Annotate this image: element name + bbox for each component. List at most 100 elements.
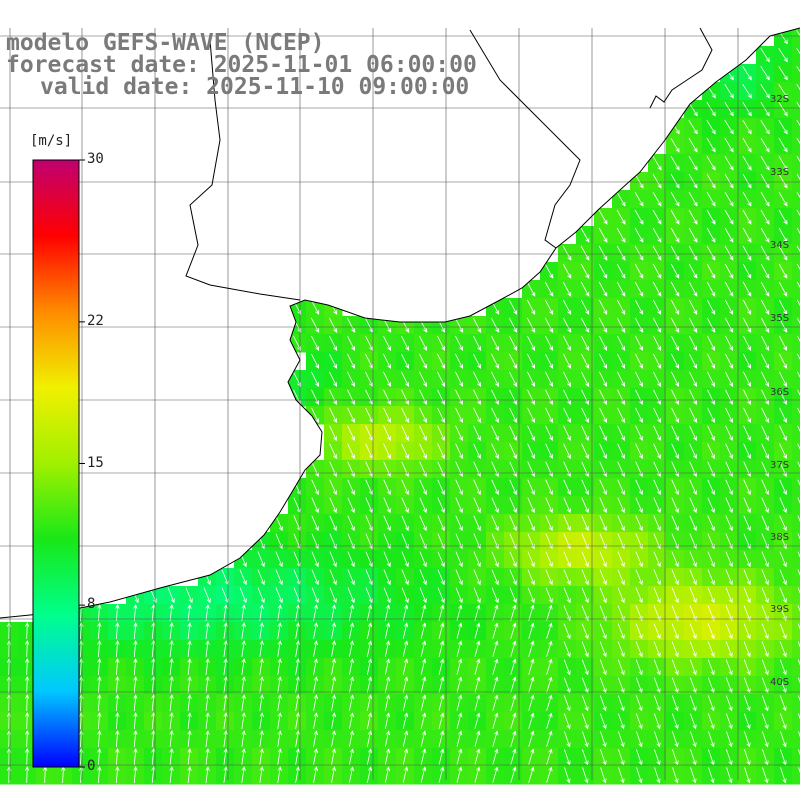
wind-arrow <box>420 694 427 711</box>
wind-arrow <box>563 713 571 730</box>
wind-arrow <box>599 713 607 730</box>
wind-arrow <box>562 263 572 279</box>
wind-arrow <box>724 119 734 135</box>
wind-arrow <box>670 209 680 225</box>
wind-arrow <box>598 227 608 243</box>
wind-arrow <box>79 676 84 694</box>
wind-arrow <box>797 425 800 432</box>
wind-arrow <box>798 767 800 774</box>
wind-arrow <box>455 425 463 442</box>
wind-arrow <box>634 299 644 315</box>
wind-arrow <box>564 731 571 748</box>
wind-arrow <box>257 569 265 586</box>
wind-arrow <box>491 497 499 514</box>
wind-arrow <box>401 497 409 514</box>
wind-arrow <box>6 730 12 748</box>
wind-arrow <box>779 713 787 730</box>
wind-arrow <box>313 658 318 675</box>
wind-arrow <box>761 497 769 514</box>
wind-arrow <box>295 766 300 783</box>
wind-arrow <box>689 695 697 712</box>
wind-arrow <box>671 389 679 405</box>
wind-arrow <box>672 749 679 766</box>
wind-arrow <box>528 658 535 675</box>
wind-arrow <box>797 515 800 522</box>
wind-arrow <box>725 443 733 460</box>
wind-arrow <box>725 695 733 712</box>
wind-arrow <box>707 497 715 514</box>
wind-arrow <box>545 515 553 532</box>
wind-arrow <box>97 712 102 730</box>
wind-arrow <box>654 749 661 766</box>
wind-arrow <box>241 658 246 675</box>
wind-arrow <box>257 587 265 604</box>
wind-arrow <box>599 389 607 405</box>
wind-arrow <box>618 749 625 766</box>
wind-arrow <box>653 371 661 387</box>
wind-arrow <box>6 766 12 784</box>
wind-arrow <box>617 407 625 423</box>
wind-arrow <box>527 335 535 351</box>
wind-arrow <box>563 551 571 568</box>
wind-arrow <box>24 622 30 640</box>
wind-arrow <box>724 317 734 333</box>
wind-arrow <box>419 389 427 405</box>
wind-arrow <box>582 767 589 784</box>
wind-arrow <box>599 641 607 658</box>
wind-arrow <box>365 497 373 514</box>
wind-arrow <box>796 317 800 324</box>
wind-arrow <box>527 371 535 387</box>
wind-arrow <box>329 371 337 387</box>
wind-arrow <box>779 695 787 712</box>
colorbar <box>32 159 85 768</box>
wind-arrow <box>365 353 373 369</box>
wind-arrow <box>690 749 697 766</box>
wind-arrow <box>671 695 679 712</box>
wind-cell <box>792 532 800 551</box>
wind-arrow <box>798 731 800 738</box>
wind-arrow <box>528 730 535 747</box>
wind-arrow <box>239 569 247 586</box>
border-path <box>469 29 581 249</box>
wind-arrow <box>742 317 752 333</box>
wind-arrow <box>707 623 715 640</box>
wind-arrow <box>349 604 355 621</box>
wind-cell <box>792 622 800 641</box>
wind-arrow <box>295 730 300 747</box>
wind-arrow <box>528 694 535 711</box>
wind-arrow <box>365 587 373 604</box>
wind-arrow <box>797 479 800 486</box>
wind-arrow <box>725 677 733 694</box>
wind-cell <box>792 496 800 515</box>
wind-arrow <box>329 497 337 514</box>
wind-arrow <box>349 766 355 783</box>
wind-arrow <box>580 281 590 297</box>
wind-arrow <box>796 155 800 163</box>
wind-arrow <box>331 622 336 639</box>
wind-arrow <box>455 335 463 351</box>
wind-arrow <box>725 335 733 351</box>
wind-arrow <box>6 694 12 712</box>
wind-arrow <box>383 515 391 532</box>
wind-arrow <box>329 461 337 478</box>
wind-arrow <box>491 569 499 586</box>
wind-arrow <box>402 622 409 639</box>
wind-arrow <box>259 694 264 711</box>
wind-arrow <box>635 479 643 496</box>
wind-arrow <box>438 730 445 747</box>
wind-arrow <box>509 461 517 478</box>
wind-arrow <box>313 694 318 711</box>
wind-arrow <box>761 479 769 496</box>
wind-arrow <box>797 533 800 540</box>
wind-arrow <box>581 335 589 351</box>
wind-arrow <box>616 281 626 297</box>
wind-arrow <box>331 694 336 711</box>
wind-arrow <box>492 604 499 621</box>
wind-arrow <box>437 407 445 423</box>
wind-arrow <box>743 479 751 496</box>
wind-arrow <box>401 371 409 387</box>
wind-arrow <box>689 515 697 532</box>
wind-arrow <box>419 443 427 460</box>
wind-arrow <box>169 604 174 622</box>
wind-arrow <box>779 569 787 586</box>
